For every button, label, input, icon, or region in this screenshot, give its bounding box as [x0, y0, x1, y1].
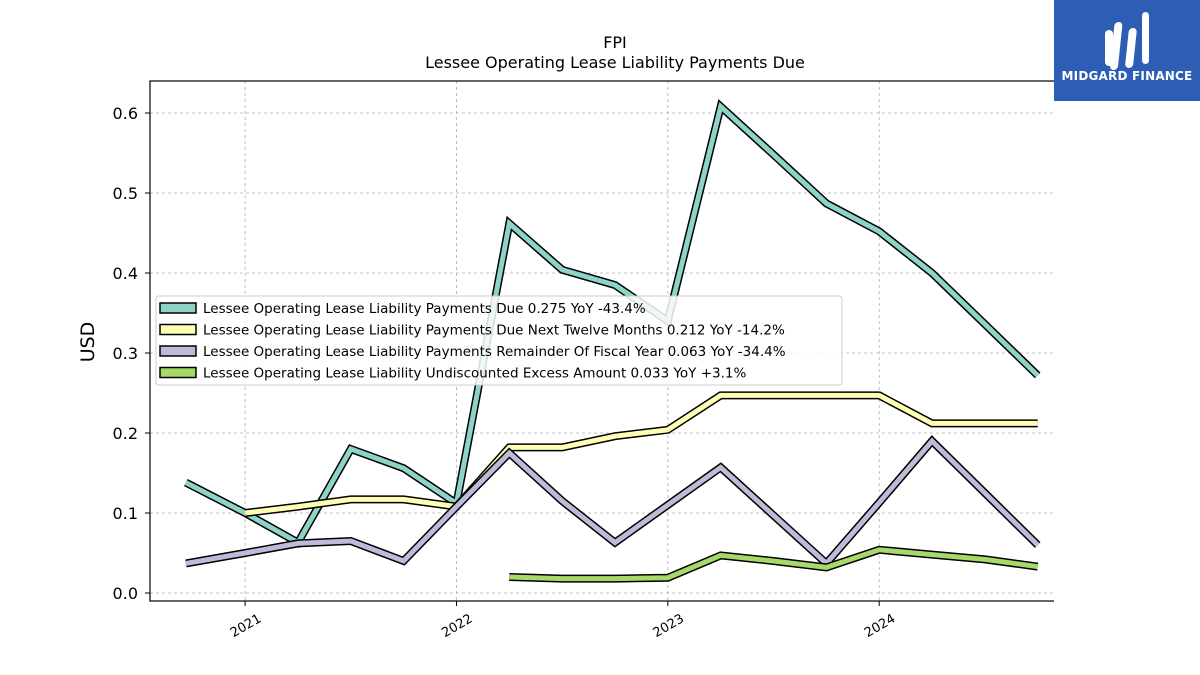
brand-logo: MIDGARD FINANCE — [1054, 0, 1200, 101]
x-axis-ticks: 2021 2022 2023 2024 — [228, 601, 898, 641]
x-tick-label: 2024 — [862, 611, 898, 641]
series-2 — [244, 391, 1038, 517]
y-tick-label: 0.1 — [113, 504, 138, 523]
series-4 — [509, 545, 1039, 583]
y-tick-label: 0.0 — [113, 584, 138, 603]
legend-label: Lessee Operating Lease Liability Payment… — [203, 301, 646, 317]
legend: Lessee Operating Lease Liability Payment… — [155, 295, 843, 386]
logo-mark-icon — [1054, 0, 1200, 101]
legend-item: Lessee Operating Lease Liability Payment… — [159, 344, 786, 360]
legend-label: Lessee Operating Lease Liability Payment… — [203, 323, 785, 339]
series-3 — [185, 435, 1041, 570]
logo-text: MIDGARD FINANCE — [1061, 69, 1193, 83]
chart-title: FPI — [603, 33, 627, 52]
legend-box — [155, 295, 843, 386]
series-4-outline — [509, 545, 1039, 583]
series-lines — [184, 99, 1041, 583]
legend-item: Lessee Operating Lease Liability Payment… — [159, 301, 646, 317]
x-tick-label: 2021 — [228, 611, 264, 641]
series-1 — [184, 99, 1041, 549]
y-tick-label: 0.2 — [113, 424, 138, 443]
y-tick-label: 0.3 — [113, 344, 138, 363]
legend-swatch — [159, 366, 197, 379]
y-tick-label: 0.4 — [113, 264, 138, 283]
y-tick-label: 0.6 — [113, 104, 138, 123]
y-axis-label: USD — [77, 322, 99, 363]
x-tick-label: 2023 — [651, 611, 687, 641]
legend-swatch — [159, 345, 197, 357]
legend-item: Lessee Operating Lease Liability Payment… — [159, 323, 785, 339]
line-chart: FPI Lessee Operating Lease Liability Pay… — [77, 33, 1054, 641]
legend-item: Lessee Operating Lease Liability Undisco… — [159, 366, 747, 382]
plot-frame — [149, 80, 1054, 602]
series-2-line — [244, 392, 1038, 516]
series-3-line — [185, 437, 1040, 567]
y-axis-ticks: 0.0 0.1 0.2 0.3 0.4 0.5 0.6 — [113, 104, 150, 603]
legend-label: Lessee Operating Lease Liability Payment… — [203, 344, 786, 360]
y-tick-label: 0.5 — [113, 184, 138, 203]
series-4-line — [509, 547, 1039, 582]
x-tick-label: 2022 — [439, 611, 475, 641]
legend-swatch — [159, 323, 197, 336]
series-1-line — [184, 101, 1040, 546]
legend-label: Lessee Operating Lease Liability Undisco… — [203, 366, 747, 382]
chart-subtitle: Lessee Operating Lease Liability Payment… — [425, 53, 805, 72]
legend-swatch — [159, 302, 197, 314]
